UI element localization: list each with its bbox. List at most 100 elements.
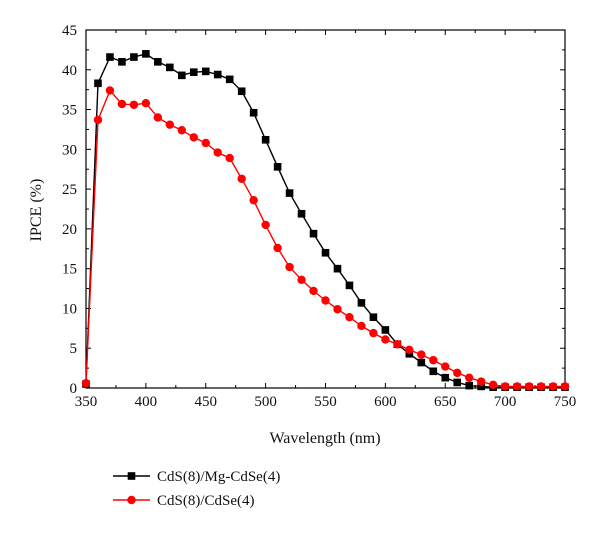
- x-tick-label: 650: [434, 394, 457, 410]
- data-point-square: [453, 378, 462, 387]
- data-point-circle: [465, 373, 474, 382]
- data-point-square: [178, 71, 186, 80]
- data-point-circle: [429, 355, 438, 365]
- data-point-circle: [177, 126, 186, 135]
- x-tick-label: 350: [75, 394, 98, 410]
- x-tick-label: 450: [195, 394, 218, 410]
- data-point-circle: [333, 305, 342, 314]
- y-tick-label: 35: [62, 103, 77, 119]
- data-point-circle: [81, 379, 91, 388]
- data-point-square: [213, 70, 222, 79]
- axes: 350 400 450 500 550 600 650 700 750 0 5 10 15 20 25 30 3…: [62, 23, 576, 410]
- x-tick-label: 500: [254, 394, 277, 410]
- data-point-circle: [117, 99, 127, 109]
- series-1: [82, 50, 569, 392]
- data-point-circle: [309, 286, 318, 296]
- data-point-circle: [261, 220, 270, 230]
- data-point-square: [154, 58, 162, 66]
- x-axis-label: Wavelength (nm): [269, 430, 380, 447]
- data-point-circle: [225, 153, 234, 163]
- data-point-circle: [476, 377, 486, 386]
- y-tick-label: 0: [70, 381, 78, 397]
- x-tick-label: 750: [554, 394, 577, 410]
- data-point-circle: [357, 321, 366, 331]
- data-point-circle: [153, 113, 163, 122]
- data-point-square: [166, 63, 174, 72]
- legend-label: CdS(8)/Mg-CdSe(4): [157, 469, 280, 485]
- data-point-square: [345, 281, 354, 290]
- data-point-circle: [524, 382, 534, 391]
- data-point-square: [225, 75, 234, 84]
- data-point-square: [333, 264, 342, 273]
- legend-marker-circle: [127, 495, 136, 505]
- data-point-circle: [560, 382, 570, 391]
- y-tick-label: 15: [62, 262, 77, 278]
- data-point-circle: [189, 133, 198, 142]
- x-tick-label: 700: [494, 394, 517, 410]
- y-axis-label: IPCE (%): [28, 179, 45, 242]
- data-point-circle: [536, 382, 546, 391]
- data-point-circle: [201, 138, 210, 148]
- data-point-circle: [213, 148, 222, 157]
- data-point-square: [201, 67, 210, 76]
- data-point-circle: [417, 350, 426, 359]
- data-point-square: [261, 135, 270, 144]
- data-point-square: [309, 229, 318, 238]
- data-point-circle: [321, 296, 330, 305]
- data-point-square: [429, 367, 438, 376]
- data-point-square: [321, 248, 330, 257]
- y-tick-label: 10: [62, 301, 77, 317]
- data-point-circle: [105, 86, 115, 95]
- y-tick-label: 20: [62, 222, 77, 238]
- series-line: [85, 89, 565, 388]
- data-point-square: [357, 299, 366, 307]
- data-point-square: [106, 53, 114, 61]
- data-point-circle: [369, 328, 378, 338]
- y-tick-label: 30: [62, 142, 77, 158]
- data-point-circle: [548, 382, 558, 391]
- data-point-square: [273, 163, 282, 171]
- data-point-circle: [453, 368, 462, 378]
- data-point-square: [297, 209, 306, 218]
- series-line: [85, 53, 565, 388]
- data-point-square: [465, 381, 473, 390]
- x-tick-label: 400: [135, 394, 158, 410]
- data-point-circle: [249, 196, 258, 205]
- x-tick-label: 550: [314, 394, 337, 410]
- y-tick-label: 45: [62, 23, 77, 39]
- y-tick-label: 40: [62, 63, 77, 79]
- data-point-circle: [441, 362, 450, 371]
- data-point-circle: [93, 115, 103, 125]
- data-point-square: [417, 358, 426, 367]
- data-point-square: [477, 382, 485, 391]
- y-tick-label: 5: [70, 341, 78, 357]
- data-point-square: [369, 313, 378, 321]
- data-point-circle: [500, 382, 510, 391]
- data-point-circle: [129, 100, 139, 109]
- data-point-square: [94, 79, 102, 88]
- data-point-square: [381, 326, 390, 334]
- legend-marker-square: [127, 472, 136, 480]
- data-point-circle: [381, 335, 390, 344]
- data-point-square: [249, 108, 258, 117]
- data-point-circle: [405, 345, 414, 355]
- data-point-square: [285, 189, 294, 197]
- data-point-circle: [393, 340, 402, 349]
- series-2: [81, 86, 570, 391]
- data-point-square: [118, 58, 126, 66]
- data-point-circle: [488, 380, 498, 390]
- data-point-circle: [237, 174, 246, 183]
- data-point-square: [130, 53, 138, 61]
- x-tick-label: 600: [374, 394, 397, 410]
- data-point-square: [441, 373, 450, 382]
- plot-frame: [85, 29, 566, 389]
- data-point-circle: [297, 275, 306, 285]
- data-point-circle: [273, 243, 282, 253]
- data-point-square: [237, 87, 246, 96]
- legend-label: CdS(8)/CdSe(4): [157, 493, 255, 509]
- y-tick-label: 25: [62, 182, 77, 198]
- data-point-circle: [165, 120, 175, 129]
- data-point-circle: [141, 98, 151, 108]
- data-point-circle: [285, 262, 294, 272]
